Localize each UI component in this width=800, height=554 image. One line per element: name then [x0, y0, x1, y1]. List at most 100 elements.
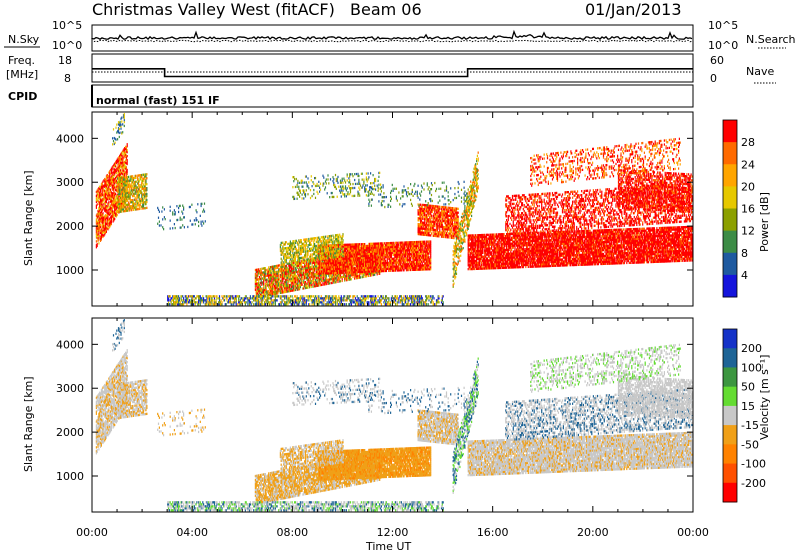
power-cell	[302, 271, 304, 274]
power-cell	[334, 275, 336, 278]
power-cell	[125, 188, 127, 191]
power-cell	[124, 190, 126, 193]
power-cell	[263, 289, 265, 292]
power-cell	[117, 161, 119, 164]
power-cell	[117, 173, 119, 176]
power-cell	[121, 154, 123, 158]
power-cell	[269, 268, 271, 271]
power-cell	[121, 158, 123, 162]
power-cell	[144, 187, 146, 190]
power-cell	[99, 219, 102, 223]
power-cell	[301, 275, 303, 278]
power-cell	[289, 274, 291, 277]
power-cell	[284, 278, 286, 282]
power-cell	[308, 284, 310, 287]
power-cell	[115, 207, 117, 210]
power-cell	[285, 280, 287, 283]
power-cell	[202, 210, 204, 213]
power-cell	[109, 225, 111, 228]
power-cell	[142, 201, 144, 204]
power-cell	[100, 187, 102, 190]
power-cell	[329, 276, 331, 279]
power-cell	[106, 213, 108, 216]
power-cell	[264, 277, 266, 280]
power-cell	[290, 285, 292, 288]
power-cell	[291, 275, 293, 278]
power-cell	[257, 290, 259, 293]
power-cell	[282, 285, 284, 288]
power-cell	[124, 147, 126, 150]
power-cell	[112, 210, 114, 213]
power-cell	[329, 280, 331, 283]
power-cell	[309, 276, 311, 279]
power-cell	[101, 227, 103, 230]
power-cell	[119, 170, 121, 173]
power-cell	[124, 160, 126, 164]
power-cell	[259, 271, 261, 275]
power-cell	[280, 279, 282, 282]
power-cell	[385, 269, 387, 273]
power-cell	[294, 273, 296, 276]
power-cell	[122, 184, 124, 187]
power-cell	[313, 281, 315, 284]
power-cell	[321, 260, 323, 263]
power-cell	[115, 200, 117, 203]
power-cell	[112, 137, 114, 140]
power-cell	[127, 201, 130, 204]
power-cell	[295, 278, 297, 282]
power-cell	[284, 284, 286, 288]
power-cell	[263, 267, 265, 270]
power-cell	[110, 219, 112, 222]
power-cell	[104, 204, 107, 207]
power-cell	[289, 283, 291, 287]
power-cell	[274, 279, 276, 282]
power-cell	[287, 274, 289, 277]
power-cell	[104, 233, 106, 236]
power-cell	[279, 268, 281, 271]
power-cell	[104, 220, 107, 223]
power-cell	[102, 216, 104, 219]
power-cell	[303, 275, 305, 278]
power-cell	[136, 186, 138, 189]
power-cell	[257, 286, 259, 289]
power-cell	[330, 276, 332, 279]
power-cell	[309, 258, 312, 261]
power-cell	[307, 274, 309, 277]
power-cell	[258, 276, 261, 279]
power-cell	[298, 280, 300, 283]
power-cell	[268, 274, 270, 277]
power-cell	[98, 208, 100, 211]
power-cell	[109, 220, 112, 223]
power-cell	[115, 165, 117, 168]
power-cell	[277, 266, 279, 269]
power-cell	[107, 196, 109, 199]
power-cell	[264, 270, 266, 274]
power-cell	[127, 205, 129, 208]
power-cell	[201, 202, 203, 205]
power-cell	[132, 175, 134, 178]
power-cell	[282, 275, 284, 278]
power-cell	[122, 208, 124, 211]
power-cell	[274, 265, 276, 268]
power-cell	[299, 281, 301, 285]
power-cell	[116, 168, 118, 171]
power-cell	[292, 281, 294, 284]
noise-panel: N.Sky 10^5 10^0 10^5 10^0 N.Search	[4, 19, 796, 52]
power-cell	[268, 294, 270, 297]
power-cell	[309, 270, 312, 273]
power-cell	[264, 276, 266, 280]
power-cell	[142, 193, 145, 196]
power-cell	[113, 169, 115, 172]
power-cell	[126, 195, 128, 199]
power-cell	[315, 261, 317, 264]
power-cell	[182, 212, 184, 215]
power-cell	[99, 214, 102, 217]
power-cell	[119, 206, 121, 209]
power-cell	[125, 162, 127, 165]
power-cell	[279, 268, 281, 271]
power-cell	[143, 185, 145, 188]
power-cell	[119, 202, 121, 205]
power-cell	[163, 208, 165, 211]
power-cell	[316, 266, 318, 270]
power-cell	[314, 265, 316, 268]
